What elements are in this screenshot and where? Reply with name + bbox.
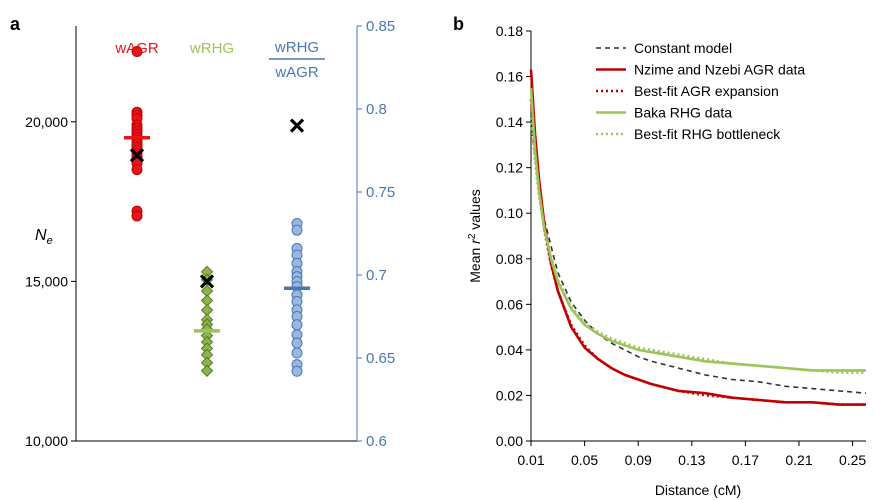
right-tick-label: 0.7 bbox=[366, 267, 387, 284]
y-tick-label: 0.18 bbox=[496, 23, 523, 39]
point-diamond bbox=[200, 364, 214, 377]
ylabel-sup: 2 bbox=[467, 233, 478, 239]
panel-b-x-ticks: 0.01 0.05 0.09 0.13 0.17 0.21 0.25 bbox=[517, 441, 866, 468]
x-tick-label: 0.25 bbox=[839, 452, 866, 468]
panel-b-ylabel: Mean r2 values bbox=[467, 189, 483, 283]
right-tick-label: 0.65 bbox=[366, 350, 395, 367]
x-tick-label: 0.21 bbox=[785, 452, 812, 468]
right-tick-label: 0.85 bbox=[366, 18, 395, 35]
x-tick-label: 0.01 bbox=[517, 452, 544, 468]
x-tick-label: 0.05 bbox=[571, 452, 598, 468]
point-circle bbox=[291, 365, 303, 377]
panel-a-label: a bbox=[10, 14, 21, 34]
left-tick-label: 15,000 bbox=[25, 273, 68, 289]
ylabel-var: r bbox=[467, 238, 483, 244]
x-tick-label: 0.09 bbox=[625, 452, 652, 468]
panel-b-lines bbox=[529, 69, 867, 406]
y-tick-label: 0.08 bbox=[496, 251, 523, 267]
x-tick-label: 0.17 bbox=[732, 452, 759, 468]
panel-a-ylabel: Ne bbox=[35, 227, 53, 247]
panel-a-left-ticks: 10,000 15,000 20,000 bbox=[25, 114, 76, 449]
point-circle bbox=[131, 164, 143, 176]
point-circle bbox=[131, 210, 143, 222]
legend-label-0: Constant model bbox=[634, 40, 732, 56]
point-circle bbox=[291, 337, 303, 349]
y-tick-label: 0.02 bbox=[496, 387, 523, 403]
group-label-ratio-numerator: wRHG bbox=[274, 39, 319, 56]
series-line-0 bbox=[530, 122, 867, 394]
ylabel-ne-sub: e bbox=[47, 235, 53, 247]
right-tick-label: 0.75 bbox=[366, 184, 395, 201]
y-tick-label: 0.00 bbox=[496, 433, 523, 449]
series-line-4 bbox=[529, 117, 866, 374]
y-tick-label: 0.14 bbox=[496, 114, 523, 130]
point-circle bbox=[291, 319, 303, 331]
left-tick-label: 10,000 bbox=[25, 433, 68, 449]
point-circle bbox=[131, 46, 143, 58]
y-tick-label: 0.16 bbox=[496, 69, 523, 85]
ylabel-suffix: values bbox=[467, 189, 483, 233]
legend-label-2: Best-fit AGR expansion bbox=[634, 83, 779, 99]
y-tick-label: 0.06 bbox=[496, 296, 523, 312]
panel-b-label: b bbox=[453, 14, 464, 34]
panel-b-xlabel: Distance (cM) bbox=[655, 482, 741, 498]
point-circle bbox=[291, 224, 303, 236]
ylabel-ne-main: N bbox=[35, 227, 47, 244]
legend-label-4: Best-fit RHG bottleneck bbox=[634, 126, 781, 142]
right-tick-label: 0.8 bbox=[366, 101, 387, 118]
point-circle bbox=[291, 347, 303, 359]
y-tick-label: 0.12 bbox=[496, 160, 523, 176]
x-marker bbox=[129, 148, 145, 163]
ylabel-prefix: Mean bbox=[467, 244, 483, 283]
right-tick-label: 0.6 bbox=[366, 433, 387, 450]
x-marker bbox=[199, 274, 215, 289]
panel-b-y-ticks: 0.00 0.02 0.04 0.06 0.08 0.10 0.12 0.14 0.16 0.18 bbox=[496, 23, 531, 449]
left-tick-label: 20,000 bbox=[25, 114, 68, 130]
group-label-ratio-denominator: wAGR bbox=[274, 64, 319, 81]
x-tick-label: 0.13 bbox=[678, 452, 705, 468]
y-tick-label: 0.04 bbox=[496, 342, 523, 358]
panel-a-points bbox=[124, 46, 310, 377]
x-marker bbox=[289, 118, 305, 133]
legend-label-3: Baka RHG data bbox=[634, 105, 732, 121]
y-tick-label: 0.10 bbox=[496, 205, 523, 221]
panel-a-right-ticks: 0.6 0.65 0.7 0.75 0.8 0.85 bbox=[357, 18, 395, 450]
panel-b: b 0.000.020.040.060.080.100.120.140.160.… bbox=[453, 14, 866, 498]
panel-b-legend: Constant model Nzime and Nzebi AGR data Be… bbox=[596, 40, 805, 142]
legend-label-1: Nzime and Nzebi AGR data bbox=[634, 62, 805, 78]
group-label-wrhg: wRHG bbox=[189, 40, 234, 57]
series-line-2 bbox=[529, 99, 866, 406]
